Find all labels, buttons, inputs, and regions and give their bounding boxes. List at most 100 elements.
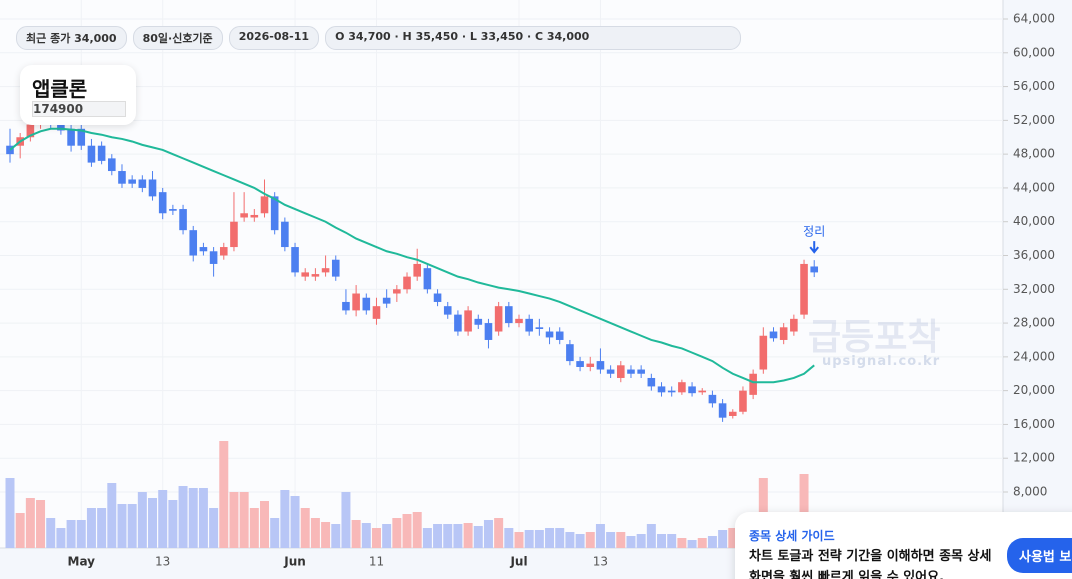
candle-body bbox=[169, 209, 177, 211]
volume-bar bbox=[341, 492, 351, 548]
volume-bar bbox=[331, 524, 341, 548]
candle-body bbox=[769, 331, 778, 339]
candle-body bbox=[698, 390, 707, 393]
annotation: 정리 bbox=[803, 225, 825, 239]
volume-bar bbox=[494, 518, 504, 548]
candle-body bbox=[515, 318, 523, 324]
candle-body bbox=[423, 268, 432, 290]
y-tick-label: 44,000 bbox=[1013, 180, 1055, 194]
volume-bar bbox=[321, 522, 331, 548]
volume-bar bbox=[636, 534, 646, 548]
candle-body bbox=[321, 268, 330, 273]
candle-body bbox=[657, 386, 666, 393]
candle-body bbox=[759, 335, 768, 370]
guide-popup: 종목 상세 가이드 차트 토글과 전략 기간을 이해하면 종목 상세 화면을 훨… bbox=[735, 512, 1072, 579]
volume-bar bbox=[66, 520, 76, 548]
annotation-arrow bbox=[809, 241, 820, 254]
candle-body bbox=[494, 306, 503, 332]
volume-bar bbox=[524, 530, 534, 548]
volume-bar bbox=[117, 504, 127, 548]
candle-body bbox=[627, 369, 635, 374]
y-tick-label: 60,000 bbox=[1013, 45, 1055, 59]
candle-body bbox=[586, 363, 595, 367]
volume-bar bbox=[249, 508, 259, 548]
plot-bg bbox=[0, 0, 1003, 548]
watermark-url: upsignal.co.kr bbox=[822, 354, 941, 369]
volume-bar bbox=[422, 528, 432, 548]
guide-line: 화면을 훨씬 빠르게 읽을 수 있어요. bbox=[749, 570, 945, 579]
candle-body bbox=[250, 214, 259, 218]
volume-bar bbox=[687, 540, 697, 548]
volume-bar bbox=[209, 508, 219, 548]
volume-bar bbox=[504, 528, 514, 548]
candle-body bbox=[230, 221, 238, 248]
volume-bar bbox=[575, 534, 585, 548]
volume-bar bbox=[392, 518, 402, 548]
candle-body bbox=[199, 247, 208, 252]
candle-body bbox=[291, 247, 299, 273]
volume-bar bbox=[453, 524, 463, 548]
volume-bar bbox=[5, 478, 15, 548]
candle-body bbox=[484, 323, 493, 340]
candle-body bbox=[688, 386, 696, 394]
candle-body bbox=[219, 247, 228, 256]
candle-body bbox=[779, 327, 788, 340]
y-tick-label: 52,000 bbox=[1013, 113, 1055, 127]
x-tick-label: 13 bbox=[593, 555, 608, 569]
volume-bar bbox=[178, 486, 188, 548]
volume-bar bbox=[300, 508, 310, 548]
candle-body bbox=[790, 318, 798, 332]
candle-body bbox=[647, 377, 656, 387]
volume-bar bbox=[545, 528, 555, 548]
candle-body bbox=[535, 327, 544, 329]
candle-body bbox=[810, 266, 819, 273]
candle-body bbox=[67, 128, 75, 146]
stock-name: 앱클론 bbox=[32, 77, 88, 101]
candle-body bbox=[617, 365, 625, 378]
candle-body bbox=[260, 196, 269, 214]
volume-bar bbox=[646, 524, 656, 548]
volume-bar bbox=[198, 488, 208, 548]
candle-body bbox=[281, 221, 289, 248]
candle-body bbox=[97, 145, 106, 161]
volume-bar bbox=[86, 508, 96, 548]
y-tick-label: 28,000 bbox=[1013, 316, 1055, 330]
candle-body bbox=[26, 124, 35, 138]
volume-bar bbox=[107, 483, 117, 548]
volume-bar bbox=[707, 536, 717, 548]
candle-body bbox=[270, 196, 279, 231]
candle-body bbox=[555, 331, 564, 340]
volume-bar bbox=[514, 532, 524, 548]
volume-bar bbox=[606, 532, 616, 548]
candle-body bbox=[128, 179, 136, 184]
volume-bar bbox=[361, 523, 371, 548]
candle-body bbox=[739, 390, 747, 412]
candle-body bbox=[667, 390, 676, 393]
x-tick-label: Jul bbox=[509, 555, 527, 569]
volume-bar bbox=[168, 500, 178, 548]
candle-body bbox=[87, 145, 96, 163]
guide-line: 차트 토글과 전략 기간을 이해하면 종목 상세 bbox=[749, 549, 992, 564]
volume-bar bbox=[799, 474, 809, 548]
y-tick-label: 40,000 bbox=[1013, 214, 1055, 228]
candle-body bbox=[158, 192, 167, 214]
volume-bar bbox=[443, 524, 453, 548]
y-tick-label: 24,000 bbox=[1013, 349, 1055, 363]
candle-body bbox=[138, 179, 147, 188]
candle-body bbox=[179, 209, 187, 231]
volume-bar bbox=[382, 524, 392, 548]
stock-card: 앱클론 174900 bbox=[20, 65, 136, 125]
candle-body bbox=[118, 171, 126, 184]
guide-button[interactable]: 사용법 보기 bbox=[1007, 538, 1072, 573]
candle-body bbox=[331, 259, 340, 277]
candle-body bbox=[433, 293, 442, 302]
volume-bar bbox=[351, 520, 361, 548]
candle-body bbox=[718, 403, 727, 418]
candle-body bbox=[637, 369, 645, 374]
volume-bar bbox=[667, 534, 677, 548]
volume-bar bbox=[46, 518, 56, 548]
x-tick-label: May bbox=[68, 555, 96, 569]
volume-bar bbox=[56, 528, 66, 548]
volume-bar bbox=[616, 532, 626, 548]
